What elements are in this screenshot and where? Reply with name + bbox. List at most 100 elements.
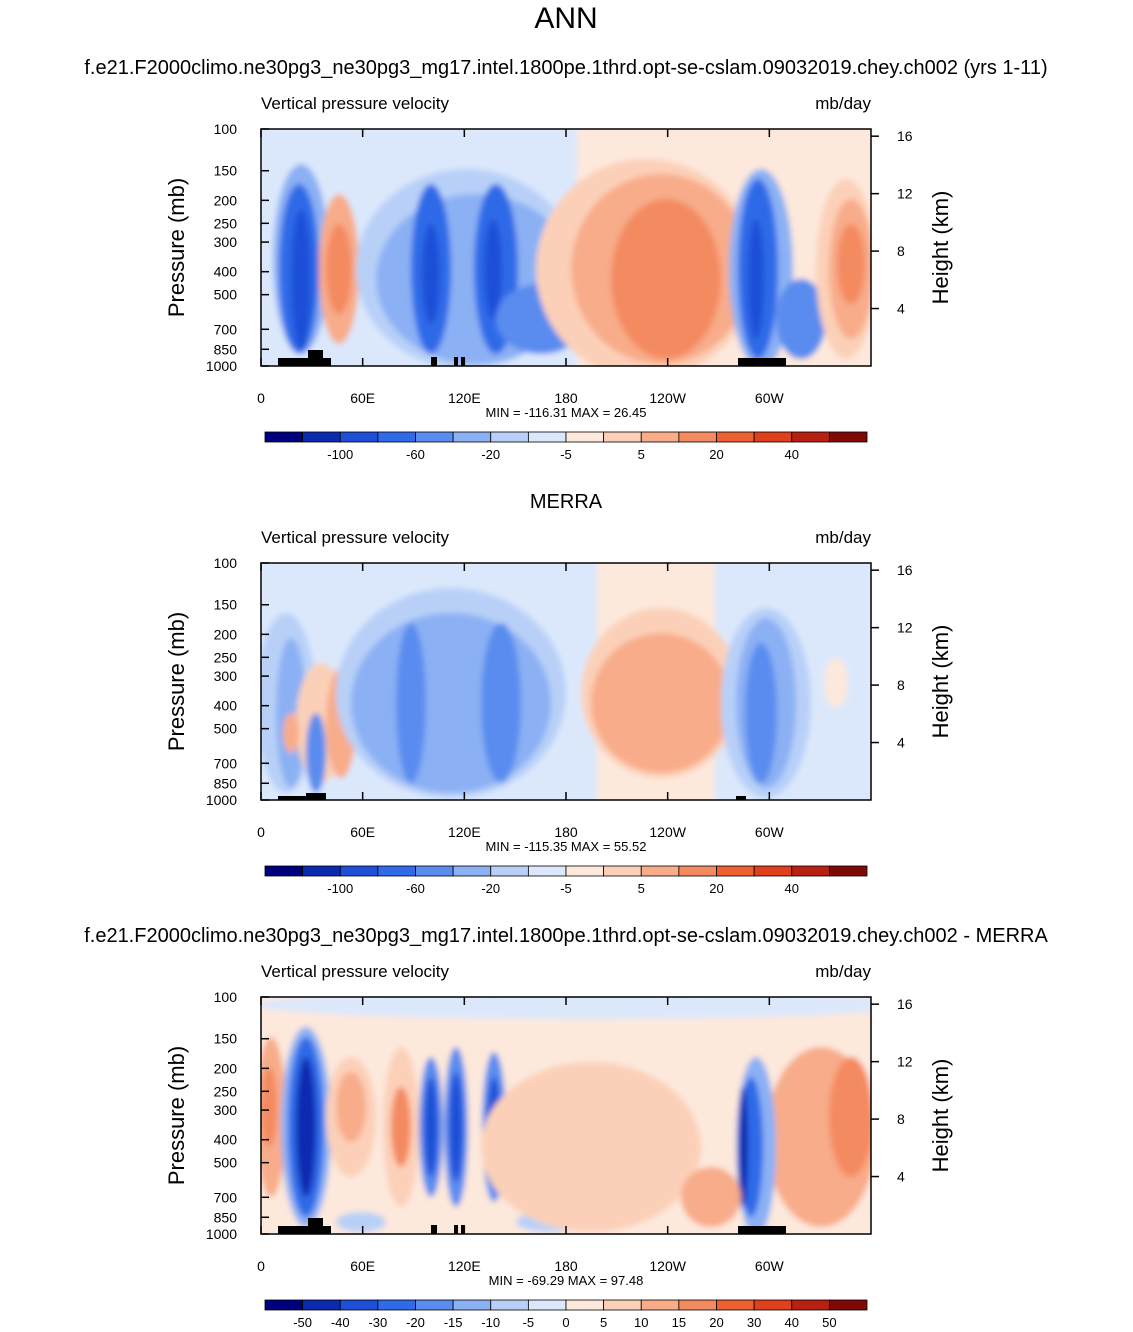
topography (306, 793, 326, 800)
colorbar-box (415, 865, 454, 877)
colorbar-box (302, 1299, 341, 1311)
contour-region (326, 224, 352, 314)
y2-tick-label: 8 (897, 1111, 905, 1127)
colorbar-label: -100 (327, 447, 353, 462)
y-tick-label: 700 (214, 321, 238, 337)
y-tick-label: 100 (214, 121, 238, 137)
y-tick-label: 400 (214, 264, 238, 280)
colorbar-box (452, 431, 492, 443)
x-tick-label: 60W (755, 1258, 785, 1274)
contour-region (824, 658, 848, 708)
colorbar-box (716, 1299, 755, 1311)
contour-region (261, 997, 871, 1019)
contour-region (681, 1167, 741, 1227)
contour-region (291, 209, 311, 349)
contour-region (591, 633, 731, 773)
topography (278, 1226, 331, 1234)
contour-region (829, 1057, 871, 1177)
contour-region (306, 713, 326, 793)
colorbar-label: -30 (368, 1315, 387, 1330)
stats: MIN = -116.31 MAX = 26.45 (486, 405, 647, 420)
colorbar-label: 40 (785, 447, 799, 462)
x-tick-label: 120W (649, 390, 686, 406)
contour-fill (261, 997, 871, 1234)
y2-axis-title: Height (km) (928, 625, 953, 739)
colorbar-box (415, 431, 454, 443)
colorbar-label: -5 (523, 1315, 535, 1330)
colorbar-label: 5 (600, 1315, 607, 1330)
colorbar-label: -100 (327, 881, 353, 896)
y-tick-label: 400 (214, 698, 238, 714)
y2-tick-label: 16 (897, 996, 913, 1012)
panel-subtitle: MERRA (530, 491, 603, 513)
topography (308, 1218, 323, 1234)
y-tick-label: 500 (214, 287, 238, 303)
colorbar-label: -20 (481, 447, 500, 462)
x-tick-label: 0 (257, 1258, 265, 1274)
y2-tick-label: 16 (897, 562, 913, 578)
contour-field (261, 129, 871, 366)
y2-tick-label: 4 (897, 301, 905, 317)
y-tick-label: 300 (214, 1102, 238, 1118)
contour-region (422, 224, 440, 324)
colorbar-box (377, 1299, 416, 1311)
colorbar-label: -60 (406, 447, 425, 462)
colorbar-box (603, 1299, 642, 1311)
colorbar-label: 50 (822, 1315, 836, 1330)
y-tick-label: 700 (214, 755, 238, 771)
contour-region (336, 1212, 386, 1232)
contour-field (261, 563, 871, 800)
x-tick-label: 0 (257, 390, 265, 406)
colorbar-box (640, 431, 680, 443)
y-tick-label: 200 (214, 1060, 238, 1076)
y-tick-label: 850 (214, 1209, 238, 1225)
colorbar-label: -5 (560, 881, 572, 896)
colorbar-label: -20 (481, 881, 500, 896)
y2-tick-label: 12 (897, 1054, 913, 1070)
colorbar-box (828, 1299, 868, 1311)
colorbar-box (753, 1299, 793, 1311)
x-tick-label: 120W (649, 1258, 686, 1274)
colorbar-box (264, 865, 304, 877)
y-tick-label: 850 (214, 341, 238, 357)
colorbar-box (603, 865, 642, 877)
colorbar-label: -50 (293, 1315, 312, 1330)
colorbar-box (791, 431, 830, 443)
colorbar-label: 20 (709, 1315, 723, 1330)
colorbar-label: -60 (406, 881, 425, 896)
panel-subtitle: f.e21.F2000climo.ne30pg3_ne30pg3_mg17.in… (84, 57, 1047, 79)
contour-field (261, 997, 871, 1234)
colorbar-label: 15 (672, 1315, 686, 1330)
colorbar-box (264, 431, 304, 443)
x-tick-label: 120E (448, 390, 481, 406)
x-tick-label: 0 (257, 824, 265, 840)
colorbar-box (565, 431, 605, 443)
y-tick-label: 500 (214, 1155, 238, 1171)
y-tick-label: 400 (214, 1132, 238, 1148)
colorbar-box (527, 1299, 567, 1311)
y-tick-label: 300 (214, 668, 238, 684)
colorbar-box (490, 865, 529, 877)
colorbar-box (490, 1299, 529, 1311)
colorbar-box (565, 865, 605, 877)
contour-fill (261, 129, 871, 366)
colorbar-label: 30 (747, 1315, 761, 1330)
colorbar-box (678, 865, 717, 877)
colorbar-label: -20 (406, 1315, 425, 1330)
colorbar-label: 10 (634, 1315, 648, 1330)
panel: f.e21.F2000climo.ne30pg3_ne30pg3_mg17.in… (84, 925, 1048, 1330)
contour-region (424, 1077, 438, 1177)
contour-region (745, 643, 777, 783)
right-string: mb/day (815, 528, 871, 547)
colorbar-box (377, 865, 416, 877)
panel: MERRA Vertical pressure velocity mb/day 0 60… (164, 491, 953, 896)
topography (431, 1225, 437, 1234)
colorbar-label: 40 (785, 881, 799, 896)
colorbar-label: -10 (481, 1315, 500, 1330)
topography (454, 357, 458, 366)
y2-axis-title: Height (km) (928, 191, 953, 305)
contour-region (296, 1057, 316, 1197)
colorbar-box (302, 431, 341, 443)
colorbar-box (377, 431, 416, 443)
